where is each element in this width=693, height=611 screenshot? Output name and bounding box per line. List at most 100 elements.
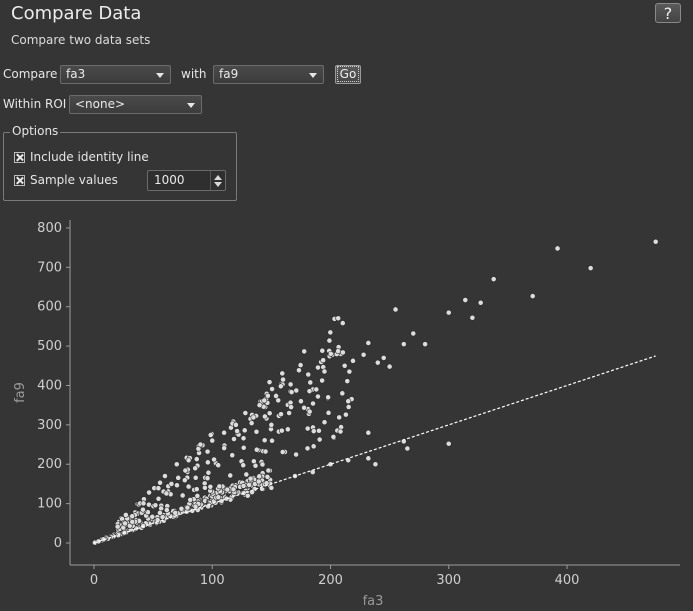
y-tick-label: 600 [37, 300, 62, 315]
data-point [320, 357, 327, 364]
data-point [253, 428, 260, 435]
compare-label: Compare [3, 67, 58, 81]
data-point [227, 472, 234, 479]
data-point [248, 420, 255, 427]
data-point [178, 505, 185, 512]
options-group-label: Options [10, 124, 61, 138]
roi-select[interactable]: <none> [69, 95, 202, 114]
data-point [241, 427, 248, 434]
y-tick-label: 700 [37, 260, 62, 275]
data-point [240, 462, 247, 469]
data-point [365, 429, 372, 436]
data-point [204, 448, 211, 455]
data-point [305, 371, 312, 378]
data-point [284, 426, 291, 433]
data-point [279, 449, 286, 455]
sample-values-checkbox[interactable] [14, 175, 25, 186]
data-point [477, 299, 484, 306]
data-point [163, 490, 170, 497]
data-point [129, 519, 136, 525]
x-axis-label: fa3 [363, 594, 384, 609]
data-point [172, 509, 179, 516]
data-point [268, 484, 275, 491]
data-point [192, 503, 199, 510]
data-point [321, 419, 328, 426]
data-point [129, 513, 136, 520]
data-point [252, 462, 259, 469]
data-point [380, 355, 387, 361]
dataset-b-select[interactable]: fa9 [213, 65, 324, 84]
data-point [327, 350, 334, 357]
data-point [360, 351, 367, 358]
data-point [296, 367, 302, 374]
data-point [301, 348, 308, 355]
data-point [230, 486, 237, 493]
data-point [275, 397, 282, 404]
data-point [339, 349, 346, 356]
x-tick-label: 0 [90, 573, 98, 588]
y-tick-label: 100 [37, 497, 62, 512]
y-tick-label: 300 [37, 418, 62, 433]
include-identity-label: Include identity line [30, 150, 149, 164]
data-point [327, 461, 334, 468]
roi-label: Within ROI [3, 97, 67, 111]
data-point [155, 485, 162, 492]
data-point [325, 394, 332, 401]
data-point [306, 388, 313, 395]
data-point [297, 362, 304, 368]
data-point [316, 427, 322, 434]
data-point [335, 315, 342, 322]
data-point [345, 398, 352, 405]
data-point [256, 473, 263, 480]
sample-count-spinbox[interactable]: 1000 [147, 170, 226, 191]
data-point [232, 421, 239, 428]
data-point [242, 410, 249, 416]
data-point [288, 389, 295, 396]
data-point [247, 475, 254, 482]
data-point [207, 432, 214, 438]
data-point [240, 435, 247, 442]
data-point [278, 411, 284, 418]
help-button[interactable]: ? [655, 3, 681, 23]
data-point [221, 445, 228, 451]
data-point [185, 483, 192, 490]
data-point [279, 370, 286, 377]
data-point [529, 293, 536, 299]
data-point [445, 309, 452, 316]
data-point [326, 337, 333, 344]
data-point [261, 397, 268, 404]
data-point [264, 473, 271, 480]
data-point [234, 428, 240, 434]
spinbox-divider [210, 171, 211, 190]
data-point [215, 494, 222, 501]
data-point [261, 413, 268, 420]
data-point [490, 276, 497, 283]
data-point [261, 437, 268, 444]
data-point [372, 461, 379, 468]
spin-up-icon[interactable] [214, 175, 222, 180]
data-point [304, 445, 311, 452]
include-identity-checkbox[interactable] [14, 152, 25, 163]
data-point [307, 379, 314, 386]
data-point [310, 443, 317, 450]
go-button[interactable]: Go [335, 65, 361, 84]
data-point [194, 493, 201, 499]
x-tick-label: 300 [436, 573, 461, 588]
data-point [140, 506, 146, 513]
data-point [181, 477, 188, 484]
data-point [298, 398, 304, 405]
dataset-a-select[interactable]: fa3 [60, 65, 171, 84]
data-point [404, 445, 411, 452]
dialog-subtitle: Compare two data sets [11, 33, 151, 47]
go-label: Go [336, 66, 360, 82]
data-point [197, 441, 204, 448]
data-point [336, 414, 343, 421]
data-point [365, 455, 372, 462]
spin-down-icon[interactable] [214, 182, 222, 187]
with-label: with [181, 67, 207, 81]
data-point [114, 523, 121, 530]
data-point [157, 509, 163, 516]
data-point [410, 330, 417, 337]
data-point [422, 341, 428, 348]
data-point [269, 386, 275, 392]
